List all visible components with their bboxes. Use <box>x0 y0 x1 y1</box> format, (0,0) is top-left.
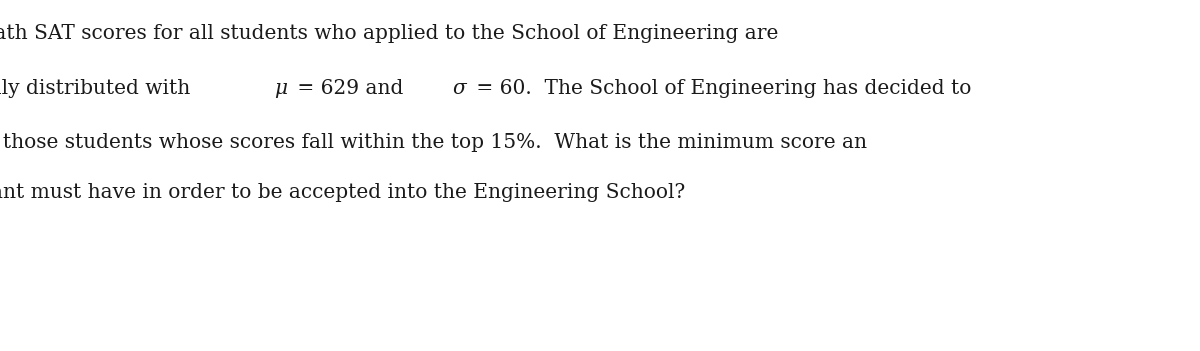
Text: The Math SAT scores for all students who applied to the School of Engineering ar: The Math SAT scores for all students who… <box>0 24 779 43</box>
Text: applicant must have in order to be accepted into the Engineering School?: applicant must have in order to be accep… <box>0 183 685 201</box>
Text: σ: σ <box>452 79 467 98</box>
Text: accept those students whose scores fall within the top 15%.  What is the minimum: accept those students whose scores fall … <box>0 133 868 152</box>
Text: normally distributed with: normally distributed with <box>0 79 197 98</box>
Text: = 629 and: = 629 and <box>292 79 416 98</box>
Text: = 60.  The School of Engineering has decided to: = 60. The School of Engineering has deci… <box>470 79 972 98</box>
Text: μ: μ <box>275 79 288 98</box>
